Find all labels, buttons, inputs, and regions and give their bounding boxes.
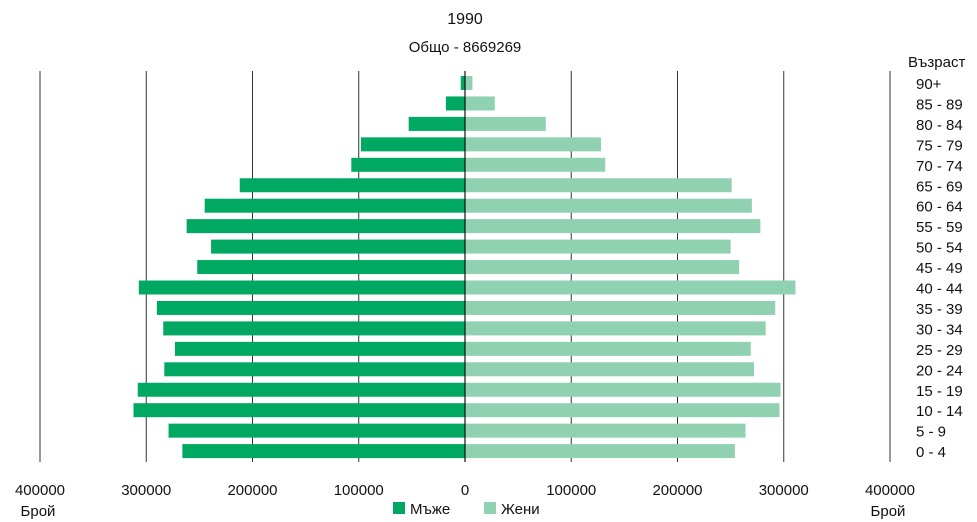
bar-men — [168, 423, 465, 438]
bar-women — [465, 341, 751, 356]
bar-women — [465, 76, 473, 90]
bar-men — [182, 444, 465, 459]
bar-men — [137, 382, 465, 397]
value-axis-label-right: Брой — [871, 503, 906, 520]
x-tick-label: 400000 — [865, 482, 915, 499]
bar-men — [408, 116, 465, 131]
bar-men — [351, 157, 465, 172]
bar-men — [211, 239, 465, 254]
bar-women — [465, 178, 732, 193]
age-label: 80 - 84 — [916, 117, 963, 134]
bar-men — [360, 137, 465, 152]
age-label: 70 - 74 — [916, 158, 963, 175]
bar-women — [465, 423, 746, 438]
legend-swatch-women — [484, 502, 496, 514]
bar-women — [465, 96, 495, 111]
bar-women — [465, 198, 752, 213]
x-tick-labels: 400000 300000 200000 100000 0 100000 200000 300… — [15, 482, 915, 499]
bar-women — [465, 280, 796, 295]
chart-subtitle: Общо - 8669269 — [409, 39, 522, 56]
x-tick-label: 300000 — [759, 482, 809, 499]
age-label: 75 - 79 — [916, 137, 963, 154]
bar-men — [163, 321, 465, 336]
age-label: 45 - 49 — [916, 260, 963, 277]
bar-men — [460, 76, 465, 90]
legend: Мъже Жени — [393, 501, 540, 518]
x-tick-label: 200000 — [652, 482, 702, 499]
bar-women — [465, 382, 781, 397]
bar-men — [186, 219, 465, 234]
bar-men — [445, 96, 465, 111]
bar-women — [465, 300, 776, 315]
age-label: 50 - 54 — [916, 240, 963, 257]
bar-men — [133, 403, 465, 418]
bar-women — [465, 403, 780, 418]
bar-women — [465, 239, 731, 254]
bar-women — [465, 219, 761, 234]
age-label: 10 - 14 — [916, 403, 963, 420]
bar-men — [197, 260, 465, 275]
bar-women — [465, 260, 740, 275]
age-label: 20 - 24 — [916, 362, 963, 379]
age-label: 85 - 89 — [916, 96, 963, 113]
x-tick-label: 400000 — [15, 482, 65, 499]
age-labels: 0 - 4 5 - 9 10 - 14 15 - 19 20 - 24 25 - 29 30… — [916, 76, 963, 461]
bar-men — [239, 178, 465, 193]
x-tick-label: 100000 — [546, 482, 596, 499]
bar-women — [465, 116, 546, 131]
age-label: 40 - 44 — [916, 281, 963, 298]
value-axis-label-left: Брой — [21, 503, 56, 520]
bars — [133, 76, 796, 459]
bar-men — [204, 198, 465, 213]
bar-women — [465, 157, 606, 172]
x-tick-label: 0 — [461, 482, 469, 499]
chart-title: 1990 — [447, 11, 483, 28]
legend-swatch-men — [393, 502, 405, 514]
age-label: 65 - 69 — [916, 178, 963, 195]
bar-men — [138, 280, 465, 295]
bar-women — [465, 362, 754, 377]
age-label: 0 - 4 — [916, 444, 946, 461]
age-label: 55 - 59 — [916, 219, 963, 236]
age-label: 15 - 19 — [916, 383, 963, 400]
legend-label-women: Жени — [501, 501, 540, 518]
x-tick-label: 200000 — [227, 482, 277, 499]
legend-label-men: Мъже — [410, 501, 450, 518]
age-label: 25 - 29 — [916, 342, 963, 359]
bar-men — [164, 362, 465, 377]
age-label: 35 - 39 — [916, 301, 963, 318]
age-label: 30 - 34 — [916, 321, 963, 338]
x-tick-label: 100000 — [334, 482, 384, 499]
x-tick-label: 300000 — [121, 482, 171, 499]
bar-men — [174, 341, 465, 356]
bar-women — [465, 444, 735, 459]
bar-women — [465, 321, 766, 336]
age-label: 5 - 9 — [916, 424, 946, 441]
bar-women — [465, 137, 601, 152]
age-label: 60 - 64 — [916, 199, 963, 216]
bar-men — [156, 300, 465, 315]
age-label: 90+ — [916, 76, 942, 93]
age-axis-label: Възраст — [908, 54, 965, 71]
